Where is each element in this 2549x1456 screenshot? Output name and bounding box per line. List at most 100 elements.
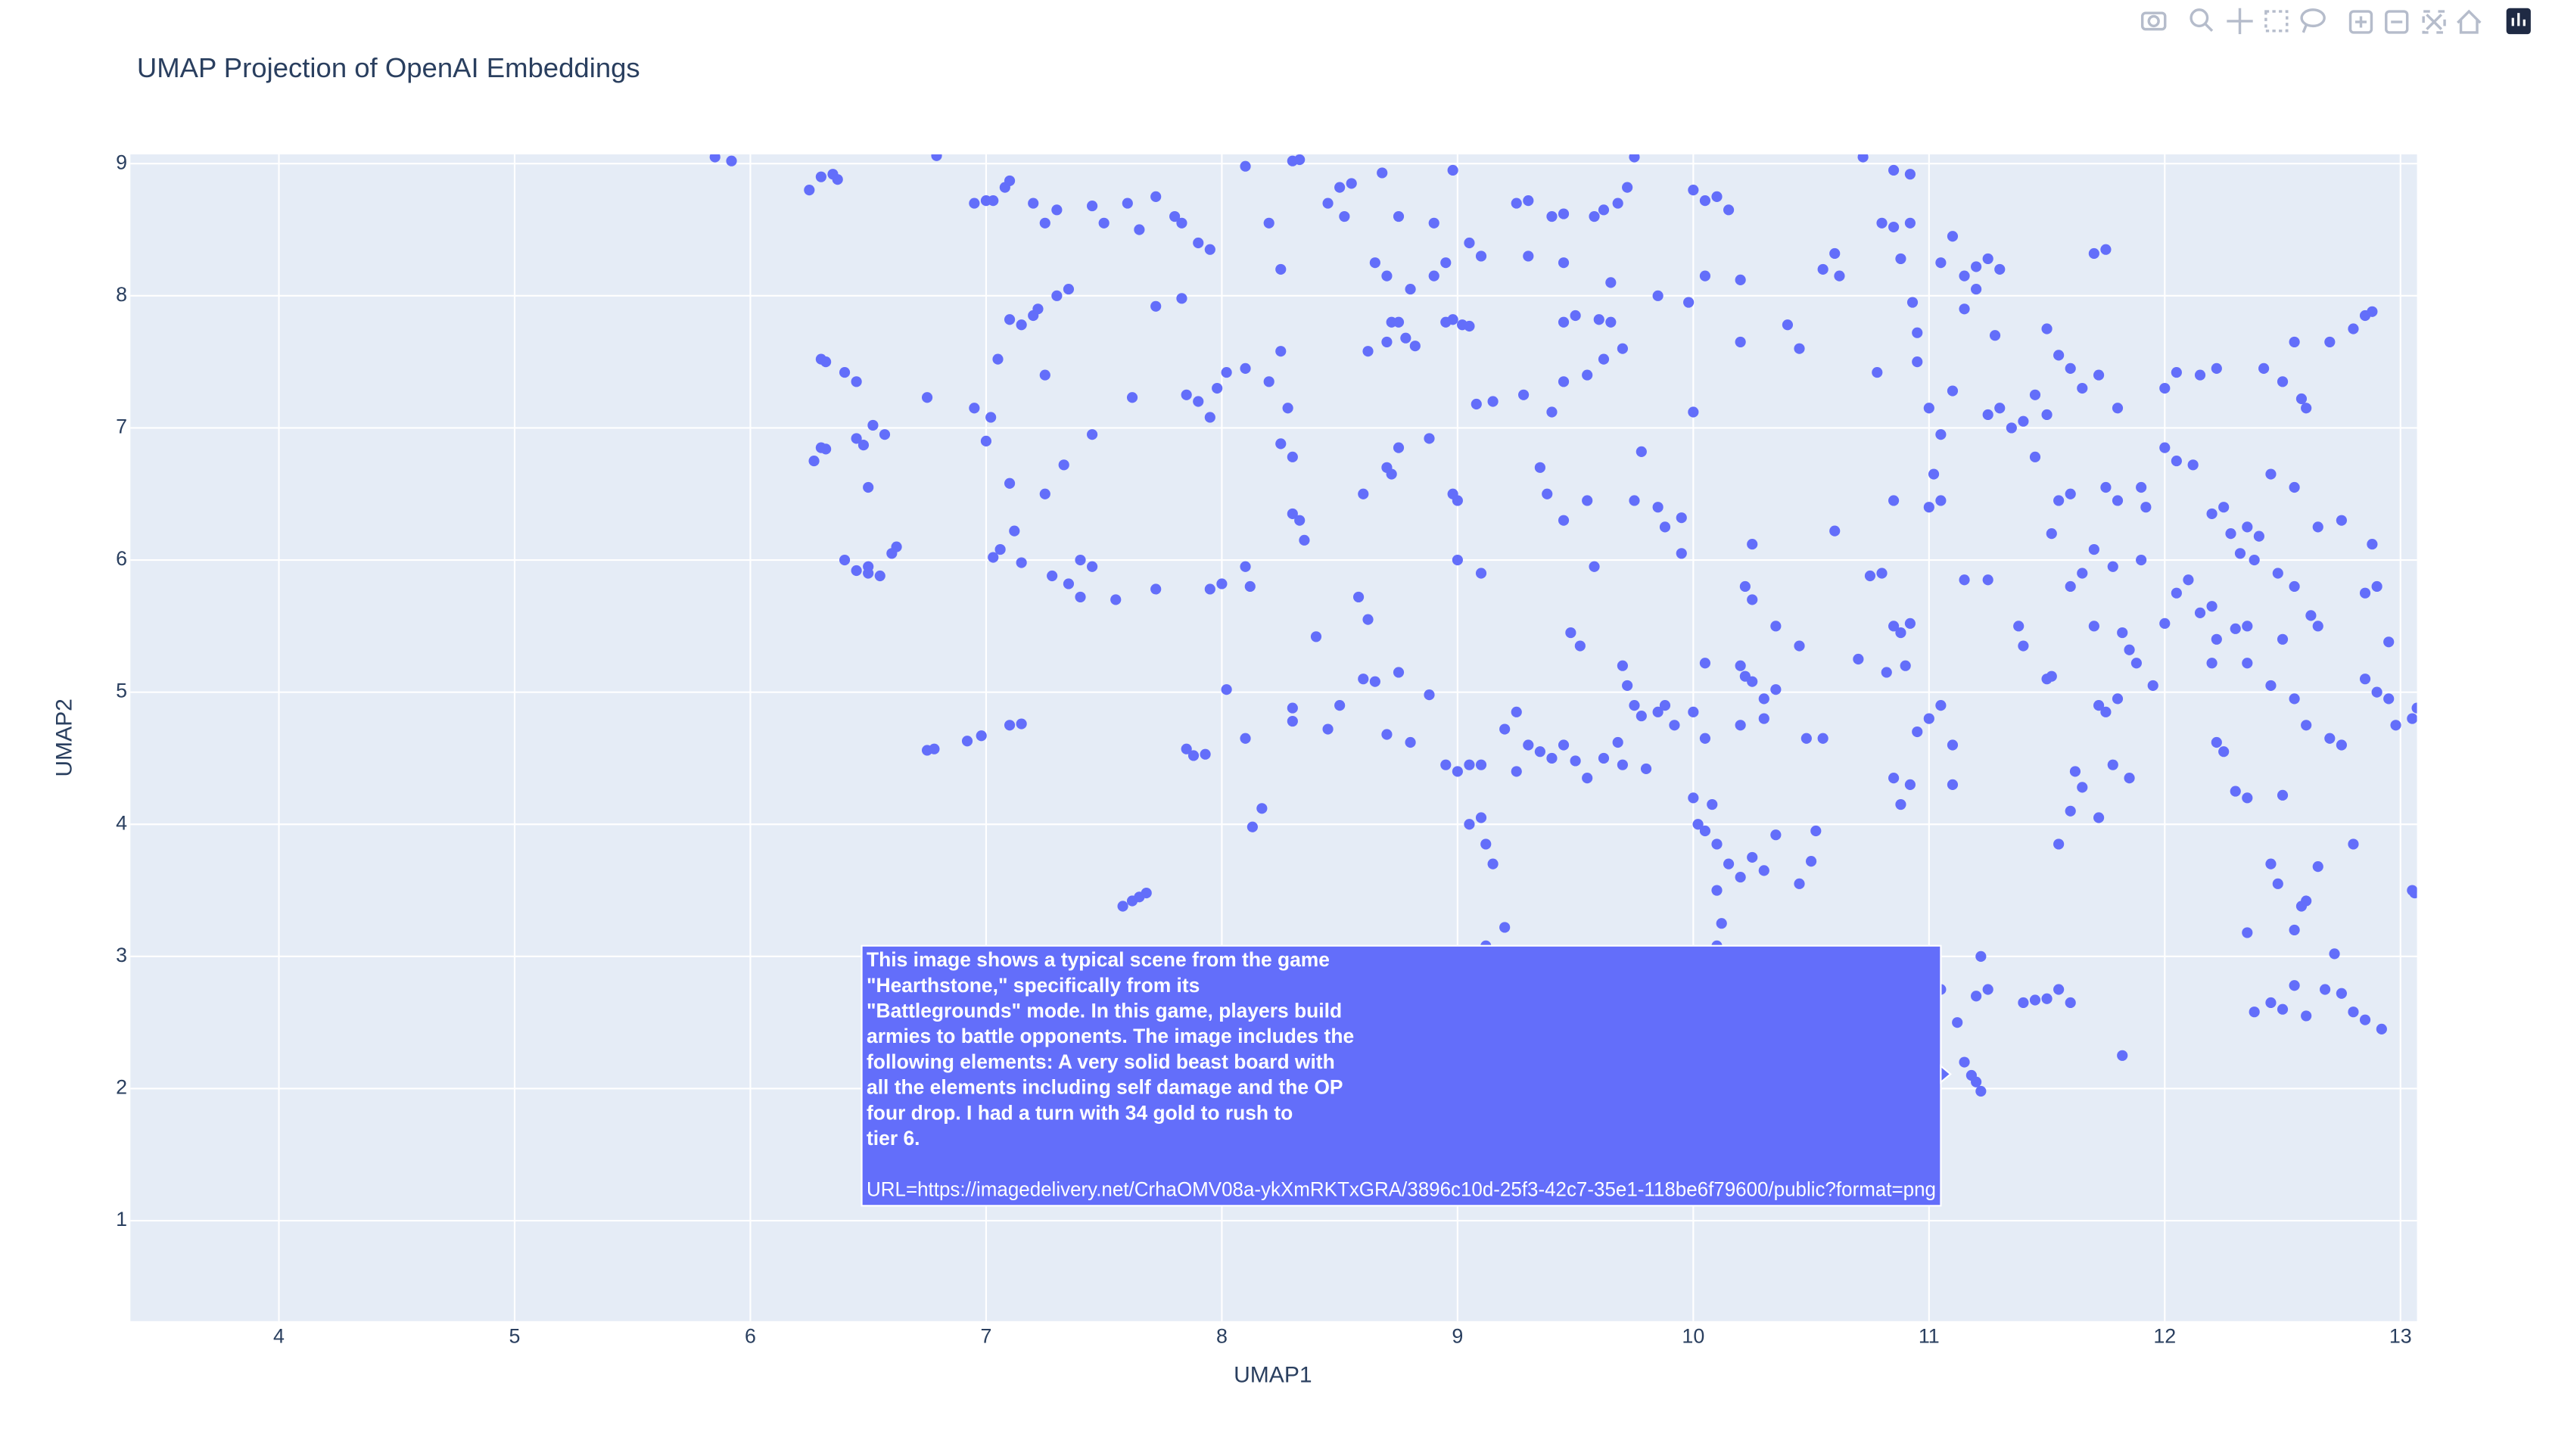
point [1475,568,1487,579]
point [2359,1014,2371,1025]
point [2277,789,2289,801]
point [1221,684,1232,695]
point [1464,237,1475,249]
point [969,198,980,209]
point [1622,680,1633,692]
point [2206,508,2218,520]
point [2053,495,2065,506]
reset-axes-button[interactable] [2457,9,2482,34]
zoom-button[interactable] [2190,8,2214,33]
zoom-out-button[interactable] [2385,10,2409,34]
point [988,552,999,563]
point [1452,554,1463,566]
point [1935,495,1947,506]
point [1334,700,1346,711]
point [2301,1010,2312,1022]
point [1971,991,1982,1002]
point [2065,362,2076,374]
point [1424,433,1435,444]
point [2211,362,2222,374]
point [980,435,992,446]
point [2147,680,2158,692]
point [2100,244,2112,255]
point [1747,538,1758,550]
point [2225,528,2236,540]
point [1287,508,1298,520]
point [1511,198,1522,209]
x-tick-label: 4 [273,1324,285,1347]
point [1176,293,1187,304]
point [1063,284,1075,295]
point [709,154,721,163]
point [1683,297,1695,308]
point [1016,557,1027,568]
point [1299,534,1310,546]
point [2093,369,2105,381]
point [1895,253,1906,265]
point [1362,346,1374,357]
point [2295,393,2308,405]
point [2077,782,2088,793]
point [2371,580,2382,593]
point [2277,633,2289,645]
point [1982,253,1993,265]
point [1864,570,1876,582]
point [1636,446,1647,457]
point [1888,773,1900,784]
lasso-select-button[interactable] [2300,8,2326,33]
point [1699,658,1711,669]
point [1004,175,1016,187]
point [2348,1006,2359,1018]
point [1876,568,1888,579]
point [1711,885,1723,896]
point [1523,739,1534,751]
point [1876,217,1888,229]
point [985,412,997,423]
point [2277,376,2289,387]
point [1589,210,1600,222]
point [2359,587,2371,599]
point [1546,752,1558,764]
point [2053,984,2065,995]
plotly-logo[interactable] [2506,8,2531,35]
point [1409,341,1421,352]
point [2194,607,2206,618]
point [1770,621,1782,632]
point [2258,362,2270,374]
point [1688,185,1699,196]
point [2069,766,2081,777]
points [709,154,2417,1097]
point [1381,336,1393,348]
point [1369,257,1380,269]
x-tick-label: 13 [2389,1324,2412,1347]
point [1994,403,2006,414]
point [1358,488,1369,499]
zoom-in-button[interactable] [2348,10,2373,34]
point [874,570,885,582]
point [804,185,815,196]
point [1546,210,1558,222]
point [1912,327,1923,338]
point [1204,583,1215,595]
point [891,541,902,552]
download-plot-button[interactable] [2140,11,2167,31]
point [1282,403,1293,414]
point [1923,403,1934,414]
point [1758,693,1769,705]
point [992,353,1004,365]
point [1240,733,1251,744]
point [879,429,891,440]
point [2249,1006,2260,1018]
point [1475,812,1487,823]
autoscale-button[interactable] [2422,10,2446,34]
point [2265,468,2277,480]
point [2253,530,2264,542]
point [820,443,832,455]
pan-button[interactable] [2227,8,2253,35]
point [1150,583,1162,595]
point [1947,739,1959,751]
box-select-button[interactable] [2264,10,2289,33]
point [2265,858,2277,870]
